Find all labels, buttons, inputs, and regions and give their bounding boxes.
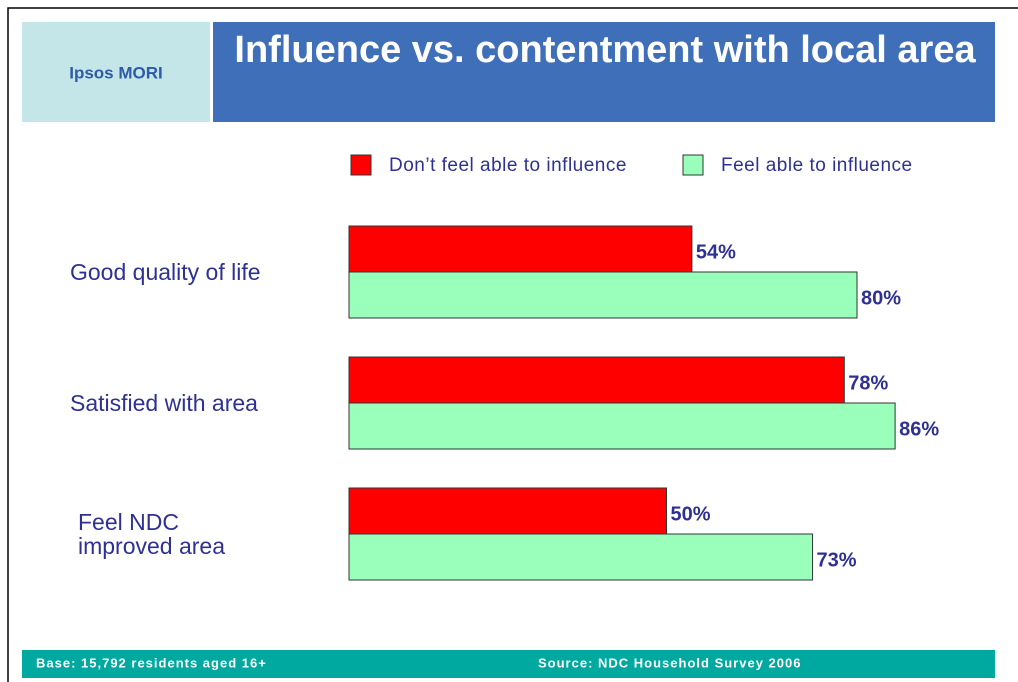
value-label: 50% bbox=[671, 503, 711, 525]
brand: Ipsos MORI bbox=[69, 63, 163, 82]
bar bbox=[348, 356, 845, 404]
slide-border bbox=[7, 7, 1018, 682]
bar bbox=[348, 487, 667, 535]
legend-label: Feel able to influence bbox=[721, 155, 913, 176]
chart-title: Influence vs. contentment with local are… bbox=[234, 29, 976, 71]
category-label: Good quality of life bbox=[70, 259, 261, 285]
legend-swatch bbox=[350, 154, 372, 176]
footer-bar bbox=[22, 650, 995, 678]
footer-base: Base: 15,792 residents aged 16+ bbox=[36, 655, 267, 670]
value-label: 80% bbox=[861, 287, 901, 309]
title-box bbox=[213, 22, 995, 122]
value-label: 54% bbox=[696, 241, 736, 263]
footer-source: Source: NDC Household Survey 2006 bbox=[538, 655, 801, 670]
bar bbox=[348, 533, 814, 581]
value-label: 73% bbox=[817, 549, 857, 571]
value-label: 86% bbox=[899, 418, 939, 440]
category-label: Feel NDC improved area bbox=[78, 509, 226, 559]
category-label: Satisfied with area bbox=[70, 390, 258, 416]
bar bbox=[348, 271, 858, 319]
legend-label: Don’t feel able to influence bbox=[389, 155, 627, 176]
value-label: 78% bbox=[848, 372, 888, 394]
bar bbox=[348, 402, 896, 450]
legend-swatch bbox=[682, 154, 704, 176]
bar bbox=[348, 225, 693, 273]
brand-box bbox=[22, 22, 210, 122]
